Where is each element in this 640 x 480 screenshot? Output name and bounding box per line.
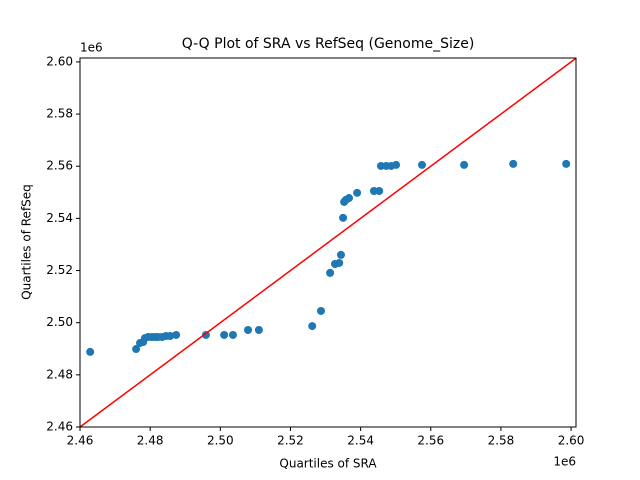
point (339, 213, 348, 222)
point (244, 325, 253, 334)
point (509, 159, 518, 168)
point (166, 331, 175, 340)
x-tick-label: 2.48 (137, 434, 164, 448)
x-tick-label: 2.50 (207, 434, 234, 448)
chart-title: Q-Q Plot of SRA vs RefSeq (Genome_Size) (182, 36, 475, 52)
point (132, 345, 141, 354)
y-tick-label: 2.58 (46, 107, 73, 121)
point (345, 194, 354, 203)
point (220, 330, 229, 339)
y-tick-label: 2.52 (46, 263, 73, 277)
x-tick-label: 2.58 (488, 434, 515, 448)
y-offset-label: 1e6 (80, 41, 103, 55)
x-tick-label: 2.60 (558, 434, 585, 448)
point (228, 330, 237, 339)
point (201, 330, 210, 339)
point (418, 160, 427, 169)
point (353, 188, 362, 197)
x-offset-label: 1e6 (553, 455, 576, 469)
x-tick-label: 2.52 (277, 434, 304, 448)
point (316, 306, 325, 315)
plot-frame (79, 57, 577, 428)
point (86, 347, 95, 356)
point (336, 250, 345, 259)
point (308, 322, 317, 331)
y-tick-label: 2.46 (46, 420, 73, 434)
y-tick-label: 2.54 (46, 211, 73, 225)
x-axis-label: Quartiles of SRA (279, 457, 377, 471)
y-tick-label: 2.60 (46, 54, 73, 68)
point (392, 160, 401, 169)
y-axis-label: Quartiles of RefSeq (20, 184, 34, 300)
x-tick-label: 2.54 (347, 434, 374, 448)
reference-line (79, 57, 577, 428)
point (254, 325, 263, 334)
point (172, 330, 181, 339)
y-tick-label: 2.50 (46, 315, 73, 329)
point (460, 160, 469, 169)
point (326, 268, 335, 277)
x-tick-label: 2.46 (67, 434, 94, 448)
point (335, 258, 344, 267)
point (375, 186, 384, 195)
y-tick-label: 2.48 (46, 367, 73, 381)
point (562, 159, 571, 168)
y-tick-label: 2.56 (46, 159, 73, 173)
x-tick-label: 2.56 (417, 434, 444, 448)
